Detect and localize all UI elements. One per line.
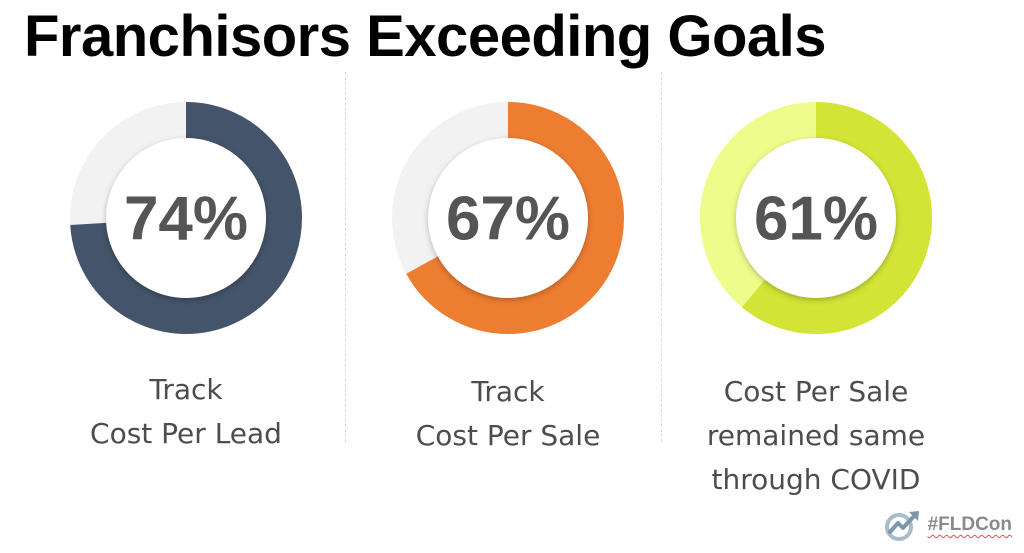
caption-line: Track (149, 373, 223, 406)
caption-line: Cost Per Sale (723, 375, 909, 408)
caption-line: through COVID (711, 463, 921, 496)
donut-percent-label: 61% (754, 185, 878, 254)
donut-center (106, 138, 266, 298)
donut-center (736, 138, 896, 298)
donut-center (428, 138, 588, 298)
donut-chart-covid-cost-per-sale: 61% (686, 88, 946, 348)
caption-line: remained same (706, 419, 926, 452)
donut-percent-label: 74% (124, 185, 248, 254)
caption-covid-cost-per-sale: Cost Per Sale remained same through COVI… (686, 370, 946, 502)
donut-chart-cost-per-sale: 67% (378, 88, 638, 348)
caption-line: Cost Per Lead (90, 417, 282, 450)
page-title: Franchisors Exceeding Goals (24, 4, 827, 69)
caption-cost-per-lead: Track Cost Per Lead (56, 368, 316, 456)
donut-svg: 74% (70, 102, 302, 334)
caption-cost-per-sale: Track Cost Per Sale (378, 370, 638, 458)
donut-chart-cost-per-lead: 74% (56, 88, 316, 348)
column-divider (661, 72, 662, 442)
brand-hashtag: #FLDCon (927, 514, 1012, 535)
brand-mark: #FLDCon (884, 507, 1012, 543)
growth-arrow-logo-icon (884, 511, 919, 541)
donut-svg: 67% (392, 102, 624, 334)
column-divider (345, 72, 346, 442)
donut-svg: 61% (700, 102, 932, 334)
donut-value-arc (700, 102, 932, 334)
caption-line: Track (471, 375, 545, 408)
donut-value-arc (70, 102, 302, 334)
donut-percent-label: 67% (446, 185, 570, 254)
donut-value-arc (392, 102, 624, 334)
caption-line: Cost Per Sale (415, 419, 601, 452)
